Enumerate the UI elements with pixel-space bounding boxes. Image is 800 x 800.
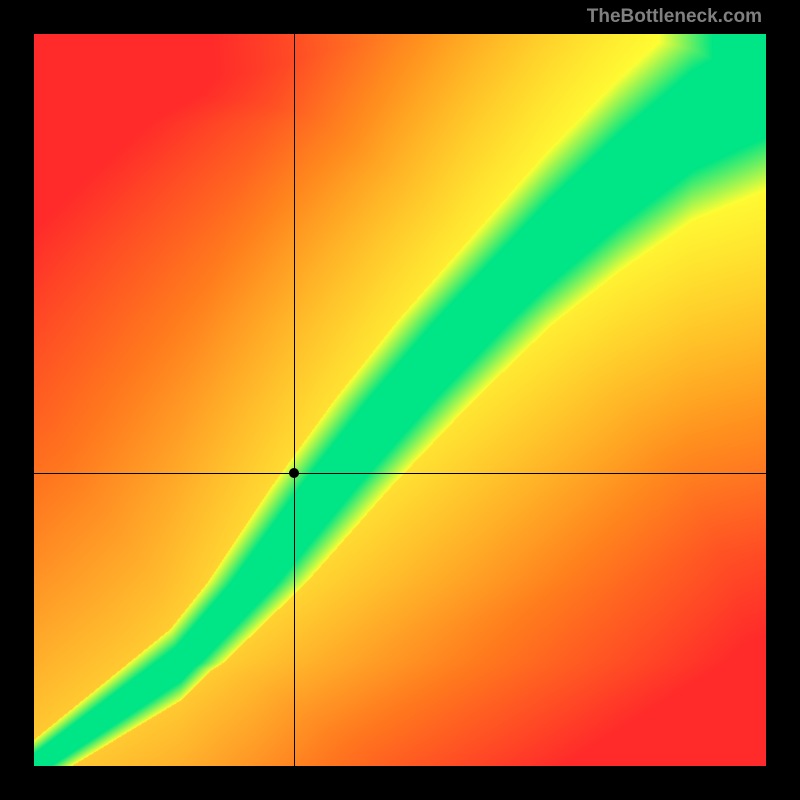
selection-marker — [289, 468, 299, 478]
crosshair-horizontal — [34, 473, 766, 474]
bottleneck-heatmap — [34, 34, 766, 766]
attribution-text: TheBottleneck.com — [587, 6, 762, 28]
crosshair-vertical — [294, 34, 295, 766]
heatmap-canvas — [34, 34, 766, 766]
